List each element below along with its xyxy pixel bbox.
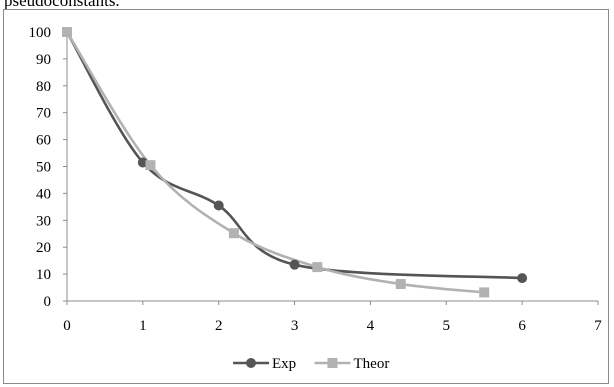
legend: Exp Theor <box>233 356 389 372</box>
axes: 0 10 20 30 40 50 60 70 80 90 100 0 1 2 3 4 5 6 7 <box>29 25 603 334</box>
figure-caption: pseudoconstants. <box>4 0 120 10</box>
x-tick-label: 5 <box>443 318 451 334</box>
x-tick-label: 1 <box>139 318 147 334</box>
legend-marker-exp <box>246 358 256 368</box>
series-line-exp <box>65 30 524 280</box>
data-point-exp <box>289 259 300 270</box>
y-tick-label: 60 <box>36 133 51 149</box>
y-tick-label: 50 <box>36 160 51 176</box>
y-tick-label: 100 <box>29 25 52 41</box>
x-tick-label: 4 <box>367 318 375 334</box>
series-line-theor <box>65 30 486 294</box>
x-tick-label: 2 <box>215 318 223 334</box>
legend-marker-theor <box>327 358 338 368</box>
data-point-theor <box>479 287 490 298</box>
data-point-theor <box>395 279 406 290</box>
legend-label-exp: Exp <box>272 356 296 372</box>
data-point-theor <box>145 160 156 171</box>
data-point-exp <box>137 157 148 168</box>
series-layer <box>62 27 528 298</box>
chart-frame <box>3 9 609 384</box>
y-tick-label: 30 <box>36 213 51 229</box>
legend-label-theor: Theor <box>354 356 390 372</box>
y-tick-label: 70 <box>36 106 51 122</box>
x-tick-label: 3 <box>291 318 299 334</box>
data-point-exp <box>517 273 528 284</box>
y-tick-label: 90 <box>36 52 51 68</box>
y-tick-label: 0 <box>44 294 52 310</box>
x-tick-label: 6 <box>518 318 526 334</box>
x-tick-label: 7 <box>594 318 602 334</box>
data-point-exp <box>213 200 224 211</box>
data-point-theor <box>228 228 239 239</box>
y-tick-label: 10 <box>36 267 51 283</box>
x-tick-label: 0 <box>63 318 71 334</box>
data-point-theor <box>62 27 72 37</box>
y-tick-label: 20 <box>36 240 51 256</box>
y-tick-label: 80 <box>36 79 51 95</box>
y-tick-label: 40 <box>36 186 51 202</box>
data-point-theor <box>312 262 323 273</box>
